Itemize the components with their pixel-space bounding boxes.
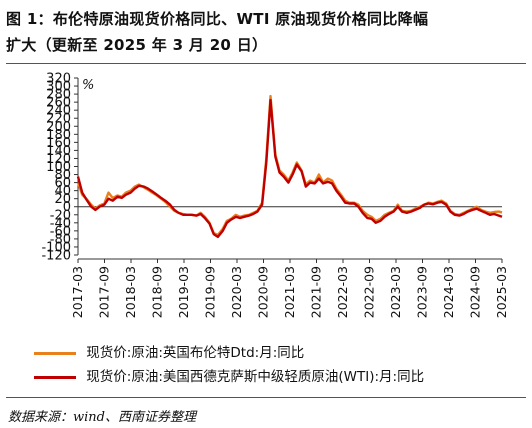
y-tick-label: 260 [46, 96, 71, 111]
legend-item-brent: 现货价:原油:英国布伦特Dtd:月:同比 [34, 341, 304, 361]
y-tick-label: 40 [54, 184, 71, 199]
x-tick-label: 2017-09 [97, 266, 112, 318]
y-tick-label: 320 [46, 72, 71, 87]
x-tick-label: 2018-03 [123, 266, 138, 318]
x-tick-label: 2020-03 [229, 266, 244, 318]
y-tick-label: 220 [46, 112, 71, 127]
x-tick-label: 2017-03 [70, 266, 85, 318]
y-tick-label: 160 [46, 136, 71, 151]
x-tick-label: 2024-03 [441, 266, 456, 318]
y-tick-label: 100 [46, 160, 71, 175]
y-tick-label: 180 [46, 128, 71, 143]
y-tick-label: -80 [50, 232, 71, 247]
y-tick-label: 80 [54, 168, 71, 183]
bottom-divider [6, 397, 526, 398]
y-tick-label: 280 [46, 88, 71, 103]
top-divider [6, 63, 526, 64]
y-tick-label: 120 [46, 152, 71, 167]
y-tick-label: -60 [50, 224, 71, 239]
legend-label-brent: 现货价:原油:英国布伦特Dtd:月:同比 [86, 345, 305, 361]
x-tick-label: 2018-09 [150, 266, 165, 318]
x-tick-label: 2023-09 [415, 266, 430, 318]
y-tick-label: 300 [46, 80, 71, 95]
y-tick-label: -100 [41, 240, 71, 255]
x-tick-label: 2019-09 [203, 266, 218, 318]
x-tick-label: 2021-09 [309, 266, 324, 318]
x-tick-label: 2022-09 [362, 266, 377, 318]
y-tick-label: -20 [50, 208, 71, 223]
legend-label-wti: 现货价:原油:美国西德克萨斯中级轻质原油(WTI):月:同比 [86, 369, 425, 385]
y-tick-label: -120 [41, 249, 71, 264]
x-tick-label: 2025-03 [494, 266, 509, 318]
title-line-2: 扩大（更新至 2025 年 3 月 20 日） [6, 36, 268, 54]
x-tick-label: 2022-03 [335, 266, 350, 318]
legend-swatch-brent [34, 351, 76, 355]
y-tick-label: 60 [54, 176, 71, 191]
y-tick-label: 20 [54, 192, 71, 207]
x-tick-label: 2020-09 [256, 266, 271, 318]
series-line-brent [76, 94, 503, 237]
chart-title: 图 1：布伦特原油现货价格同比、WTI 原油现货价格同比降幅 扩大（更新至 20… [6, 6, 528, 58]
x-tick-label: 2021-03 [282, 266, 297, 318]
legend-swatch-wti [34, 375, 76, 379]
y-tick-label: 140 [46, 144, 71, 159]
y-tick-label: 0 [63, 200, 71, 215]
x-tick-label: 2024-09 [468, 266, 483, 318]
y-tick-label: -40 [50, 216, 71, 231]
source-note: 数据来源：wind、西南证券整理 [8, 410, 196, 425]
line-chart: -120-100-80-60-40-2002040608010012014016… [41, 72, 509, 319]
legend-item-wti: 现货价:原油:美国西德克萨斯中级轻质原油(WTI):月:同比 [34, 365, 424, 385]
y-tick-label: 240 [46, 104, 71, 119]
y-unit-label: % [82, 78, 94, 93]
x-tick-label: 2023-03 [388, 266, 403, 318]
series-line-wti [76, 98, 503, 239]
x-tick-label: 2019-03 [176, 266, 191, 318]
title-line-1: 图 1：布伦特原油现货价格同比、WTI 原油现货价格同比降幅 [6, 10, 429, 28]
y-tick-label: 200 [46, 120, 71, 135]
